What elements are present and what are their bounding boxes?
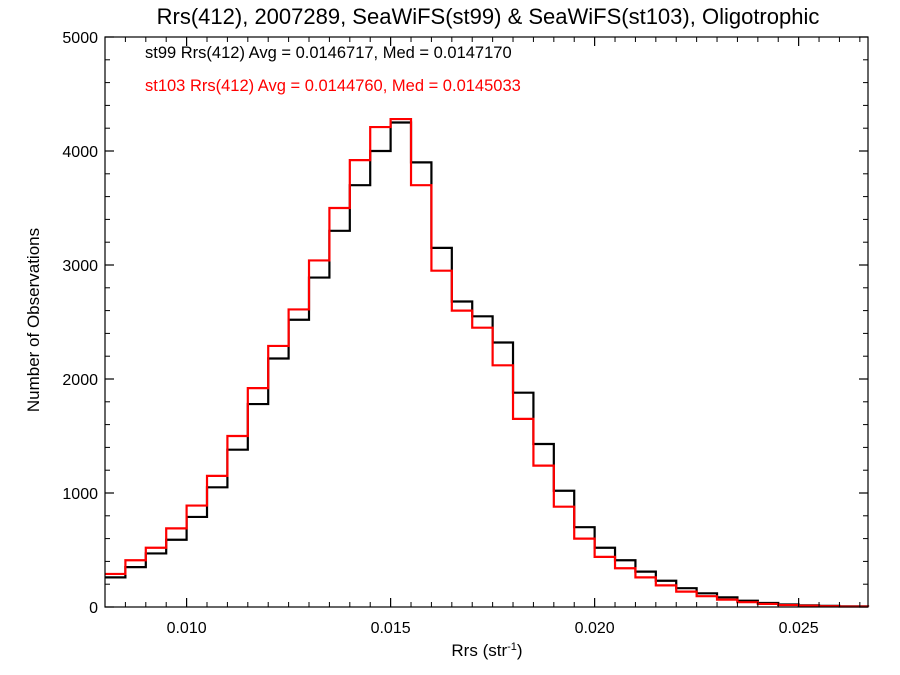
- y-tick-label: 4000: [62, 144, 98, 161]
- x-tick-label: 0.025: [779, 620, 819, 637]
- series-line-st99: [105, 121, 870, 608]
- y-tick-label: 5000: [62, 30, 98, 47]
- series-line-st103: [105, 117, 870, 608]
- y-tick-label: 2000: [62, 372, 98, 389]
- x-axis-label: Rrs (str-1): [451, 641, 522, 660]
- series-layer: [105, 117, 870, 608]
- axis-ticks: 0.010 0.015 0.020 0.025 0 1000 2000 3000 4000 500…: [62, 30, 868, 637]
- legend-st103-stats: st103 Rrs(412) Avg = 0.0144760, Med = 0.…: [145, 77, 521, 95]
- y-axis-label: Number of Observations: [24, 228, 43, 412]
- chart-title: Rrs(412), 2007289, SeaWiFS(st99) & SeaWi…: [157, 4, 820, 29]
- x-tick-label: 0.020: [575, 620, 615, 637]
- x-axis-label-superscript: -1: [507, 641, 517, 653]
- x-tick-label: 0.015: [371, 620, 411, 637]
- plot-frame: [104, 36, 869, 608]
- x-tick-label: 0.010: [167, 620, 207, 637]
- x-axis-label-close: ): [517, 641, 523, 660]
- y-tick-label: 0: [89, 600, 98, 617]
- x-axis-label-main: Rrs (str: [451, 641, 507, 660]
- legend-st99-stats: st99 Rrs(412) Avg = 0.0146717, Med = 0.0…: [145, 44, 512, 62]
- y-tick-label: 1000: [62, 486, 98, 503]
- y-tick-label: 3000: [62, 258, 98, 275]
